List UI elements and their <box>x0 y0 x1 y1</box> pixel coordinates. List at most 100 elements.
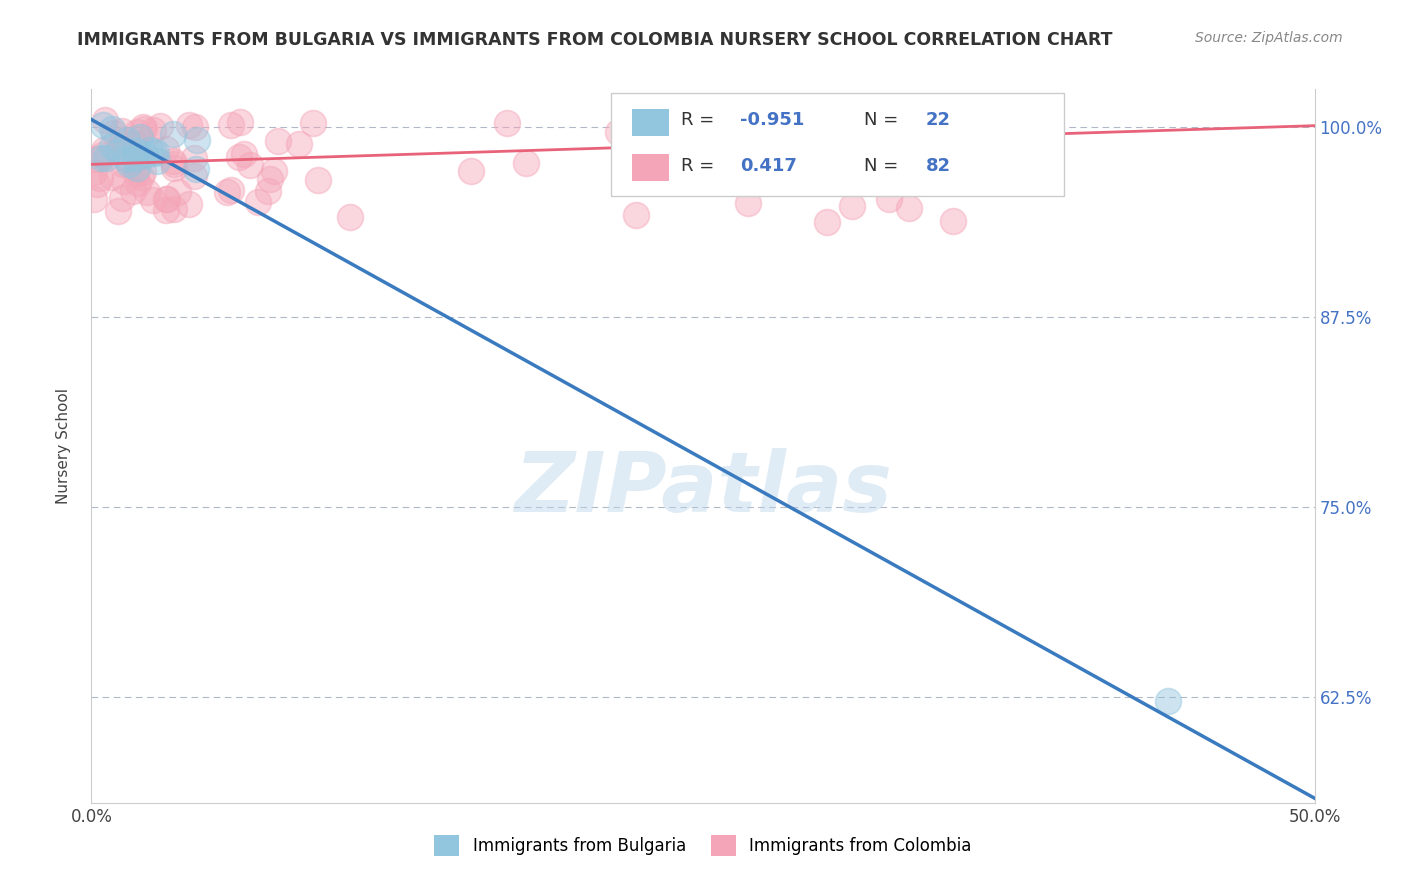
Point <box>219 183 242 197</box>
Point <box>898 201 921 215</box>
Point <box>239 158 262 172</box>
Text: Source: ZipAtlas.com: Source: ZipAtlas.com <box>1195 31 1343 45</box>
Point <box>90 151 112 165</box>
Point <box>145 145 167 160</box>
Point <box>257 184 280 198</box>
Point <box>100 122 122 136</box>
Point <box>96 151 118 165</box>
Point <box>111 156 134 170</box>
Text: N =: N = <box>865 112 904 129</box>
Point <box>162 161 184 176</box>
Point <box>233 147 256 161</box>
Point <box>132 120 155 134</box>
Point <box>83 193 105 207</box>
Text: R =: R = <box>681 112 720 129</box>
Point <box>460 164 482 178</box>
Point <box>125 161 148 175</box>
Point <box>259 172 281 186</box>
Point <box>156 192 179 206</box>
Point <box>124 151 146 165</box>
Text: 22: 22 <box>925 112 950 129</box>
Point <box>607 125 630 139</box>
Legend: Immigrants from Bulgaria, Immigrants from Colombia: Immigrants from Bulgaria, Immigrants fro… <box>427 829 979 863</box>
Point <box>183 120 205 134</box>
Point <box>132 121 155 136</box>
Point <box>136 186 159 200</box>
Point <box>183 169 205 184</box>
Point <box>141 193 163 207</box>
Point <box>155 202 177 217</box>
Point <box>815 215 838 229</box>
Point <box>122 136 145 150</box>
Point <box>129 169 152 184</box>
Point <box>131 165 153 179</box>
Point <box>101 138 124 153</box>
Point <box>134 148 156 162</box>
Point <box>186 133 208 147</box>
Point <box>107 145 129 159</box>
Point <box>129 149 152 163</box>
Point <box>162 153 184 168</box>
Point <box>122 184 145 198</box>
Text: IMMIGRANTS FROM BULGARIA VS IMMIGRANTS FROM COLOMBIA NURSERY SCHOOL CORRELATION : IMMIGRANTS FROM BULGARIA VS IMMIGRANTS F… <box>77 31 1112 49</box>
Point <box>704 116 727 130</box>
Point <box>263 164 285 178</box>
Text: ZIPatlas: ZIPatlas <box>515 449 891 529</box>
Point <box>114 152 136 166</box>
Point <box>100 170 122 185</box>
Point <box>125 167 148 181</box>
Point <box>1157 694 1180 708</box>
Text: 82: 82 <box>925 157 950 175</box>
Point <box>129 148 152 162</box>
Point <box>515 156 537 170</box>
Point <box>124 145 146 159</box>
Point <box>103 126 125 140</box>
Point <box>118 156 141 170</box>
Point <box>228 115 250 129</box>
Point <box>307 172 329 186</box>
Point <box>129 129 152 144</box>
Point <box>267 134 290 148</box>
Point <box>855 131 877 145</box>
Point <box>127 176 149 190</box>
Point <box>86 152 108 166</box>
Bar <box>633 109 669 136</box>
Point <box>149 119 172 133</box>
Point <box>287 136 309 151</box>
Point <box>111 133 134 147</box>
Point <box>166 186 188 200</box>
Point <box>155 192 177 206</box>
Point <box>111 124 134 138</box>
Point <box>675 134 697 148</box>
Point <box>90 147 112 161</box>
Point <box>496 116 519 130</box>
Point <box>143 145 166 160</box>
Bar <box>633 154 669 181</box>
Point <box>247 194 270 209</box>
Text: Nursery School: Nursery School <box>56 388 70 504</box>
Point <box>921 116 943 130</box>
Point <box>339 211 361 225</box>
Point <box>107 203 129 218</box>
Point <box>93 143 115 157</box>
Point <box>93 118 115 132</box>
Point <box>1033 131 1056 145</box>
Point <box>179 118 201 132</box>
Point <box>122 141 145 155</box>
Point <box>127 125 149 139</box>
Point <box>624 208 647 222</box>
Point <box>155 142 177 156</box>
Point <box>86 177 108 191</box>
Point <box>163 202 186 217</box>
Text: R =: R = <box>681 157 720 175</box>
Point <box>162 127 184 141</box>
Point <box>115 133 138 147</box>
Point <box>163 157 186 171</box>
Point <box>111 191 134 205</box>
Point <box>146 154 169 169</box>
Point <box>93 113 115 128</box>
Point <box>183 152 205 166</box>
Point <box>879 193 901 207</box>
Point <box>228 150 250 164</box>
Point <box>139 144 162 158</box>
